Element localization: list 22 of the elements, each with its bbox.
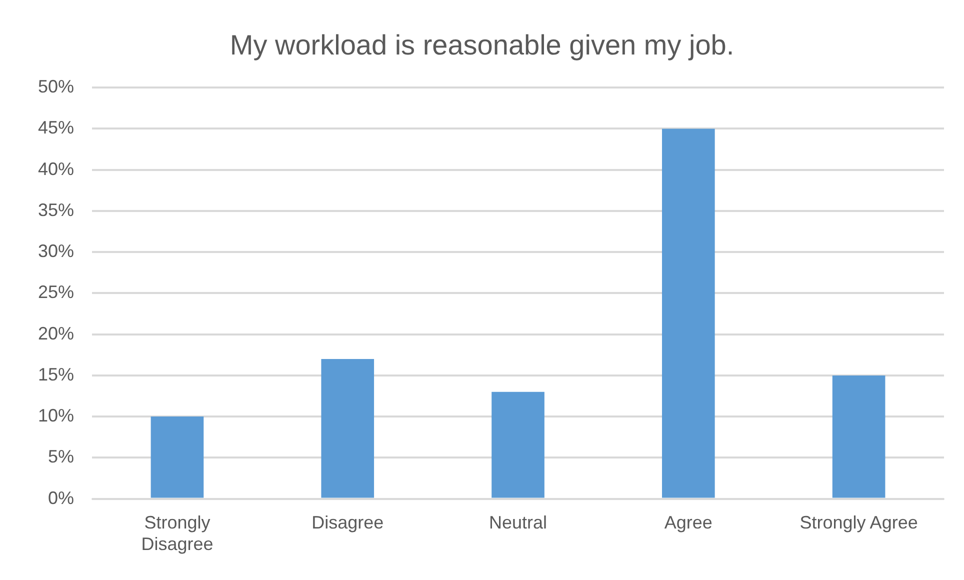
- y-tick-label: 5%: [48, 446, 74, 467]
- y-tick-label: 15%: [38, 364, 74, 384]
- x-tick-label: Agree: [664, 512, 712, 533]
- y-tick-label: 35%: [38, 200, 74, 220]
- y-tick-label: 50%: [38, 76, 74, 97]
- bar: [150, 416, 204, 498]
- y-tick-label: 25%: [38, 282, 74, 302]
- x-tick-label: Neutral: [489, 512, 548, 533]
- y-tick-label: 20%: [38, 323, 74, 344]
- chart-title: My workload is reasonable given my job.: [230, 30, 734, 61]
- y-tick-label: 0%: [48, 488, 74, 508]
- y-tick-label: 10%: [38, 406, 74, 426]
- y-tick-label: 45%: [38, 118, 74, 138]
- x-tick-label: Disagree: [312, 512, 384, 533]
- bar: [832, 375, 886, 498]
- bar: [492, 392, 544, 498]
- bar: [321, 358, 374, 498]
- bar: [662, 128, 715, 498]
- x-tick-label: Strongly Disagree: [141, 512, 214, 554]
- y-tick-label: 30%: [38, 241, 74, 262]
- x-tick-label: Strongly Agree: [800, 512, 918, 533]
- y-tick-label: 40%: [38, 158, 74, 179]
